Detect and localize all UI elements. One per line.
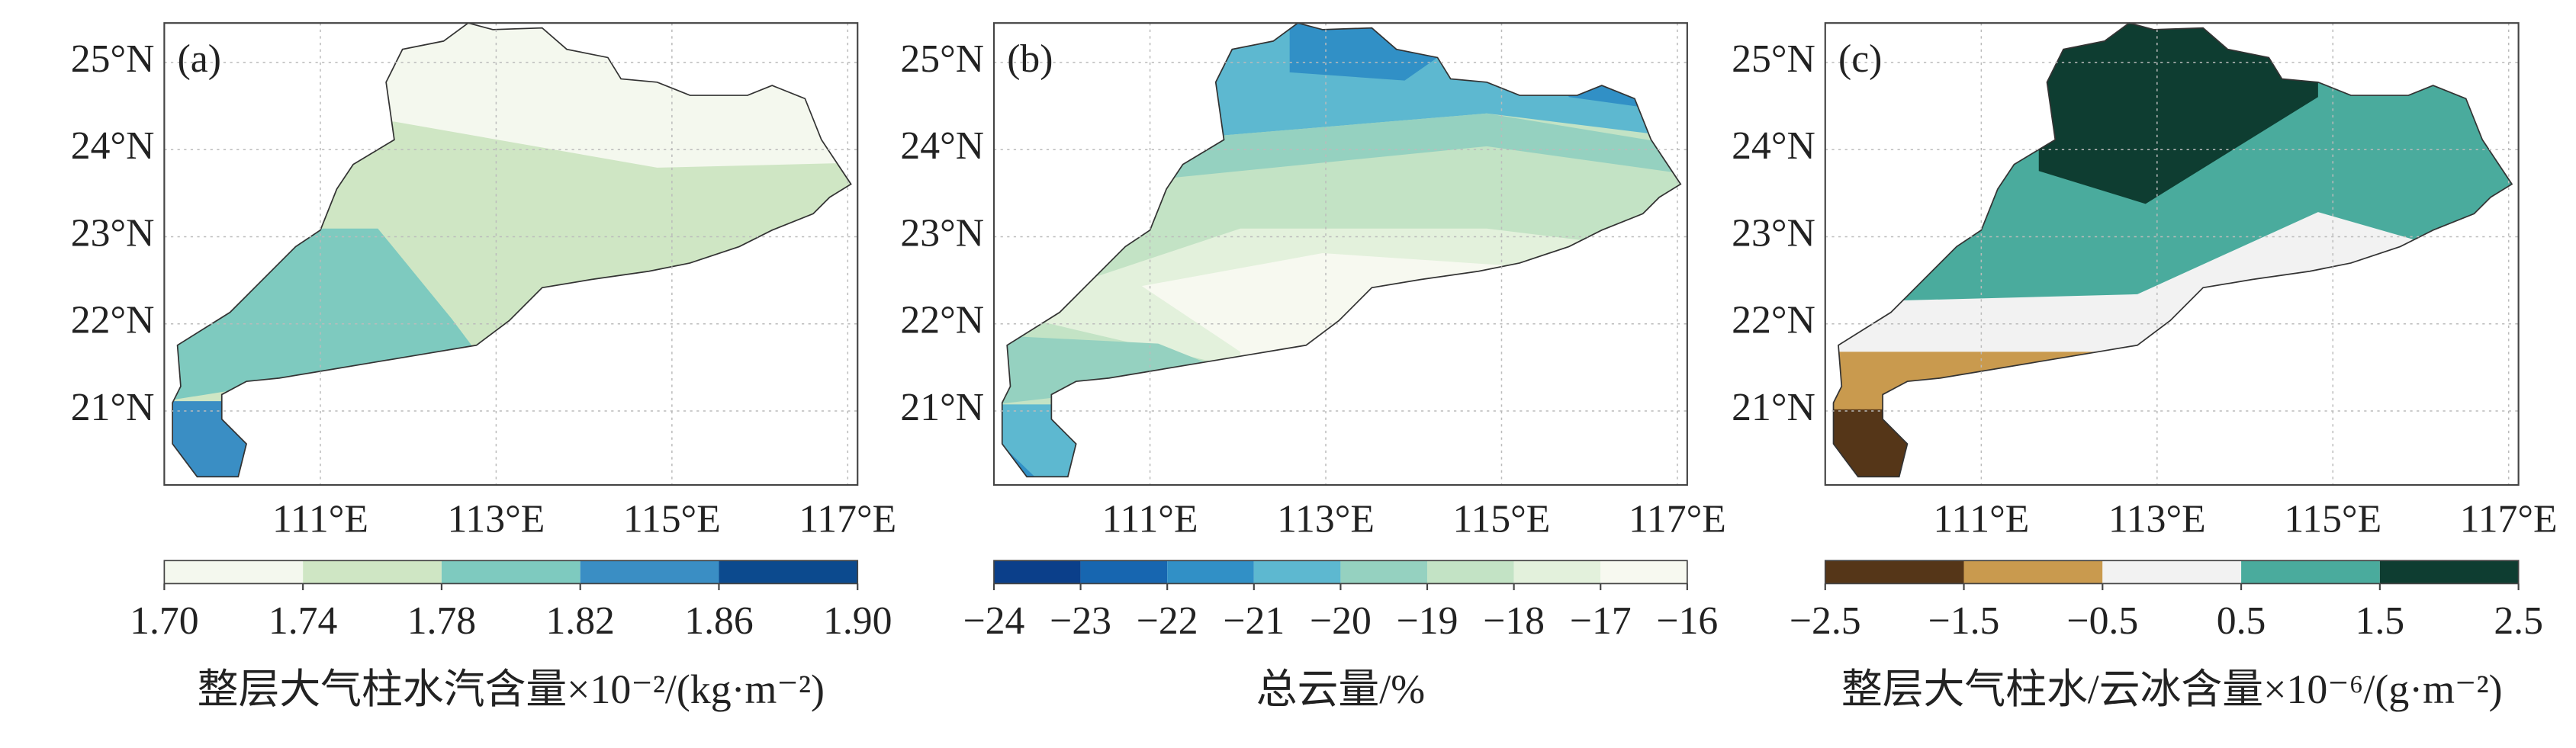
- map-band: [1002, 335, 1241, 405]
- panel-label: (b): [1007, 37, 1053, 81]
- lat-tick-label: 22°N: [900, 299, 984, 342]
- lat-tick-label: 23°N: [71, 211, 155, 255]
- lat-tick-label: 25°N: [71, 37, 155, 81]
- colorbar-segment: [303, 560, 442, 584]
- colorbar-segment: [1340, 560, 1428, 584]
- colorbar-tick-label: −2.5: [1790, 599, 1861, 643]
- colorbar-tick-label: −18: [1483, 599, 1545, 643]
- colorbar-tick-label: −16: [1656, 599, 1718, 643]
- map-panel: 25°N 24°N 23°N 22°N 21°N 111°E 113°E 115°E 117°E…: [1732, 22, 2558, 541]
- colorbar-segment: [1963, 560, 2103, 584]
- lon-tick-label: 115°E: [2284, 497, 2381, 541]
- lon-tick-label: 113°E: [447, 497, 545, 541]
- province-outline: [172, 22, 852, 478]
- lat-tick-label: 24°N: [900, 124, 984, 168]
- lat-tick-label: 21°N: [1732, 386, 1815, 429]
- colorbar-tick-label: 0.5: [2217, 599, 2266, 643]
- colorbar-segment: [719, 560, 858, 584]
- colorbar-label: 总云量/%: [1256, 666, 1425, 712]
- colorbar-tick-label: −1.5: [1928, 599, 2000, 643]
- lon-tick-label: 113°E: [2108, 497, 2206, 541]
- colorbar-label: 整层大气柱水/云冰含量×10⁻⁶/(g·m⁻²): [1841, 666, 2503, 712]
- colorbar-tick-label: 1.82: [545, 599, 614, 643]
- colorbar-segment: [164, 560, 304, 584]
- lat-tick-label: 24°N: [1732, 124, 1815, 168]
- province-outline: [1832, 22, 2513, 478]
- colorbar-segment: [1080, 560, 1168, 584]
- colorbar-frame: [1824, 560, 2520, 585]
- map-band: [1141, 253, 1681, 477]
- colorbar-tick-label: 1.86: [684, 599, 753, 643]
- panel-label: (c): [1838, 37, 1882, 81]
- colorbar-label: 整层大气柱水汽含量×10⁻²/(kg·m⁻²): [198, 666, 825, 712]
- colorbar-tick-label: 1.74: [269, 599, 338, 643]
- map-band: [1002, 404, 1093, 477]
- province-outline: [1001, 22, 1682, 478]
- colorbar-segment: [1513, 560, 1601, 584]
- map-panel: 25°N 24°N 23°N 22°N 21°N 111°E 113°E 115°E 117°E…: [71, 22, 896, 541]
- colorbar-segment: [2379, 560, 2519, 584]
- lon-tick-label: 111°E: [1102, 497, 1198, 541]
- colorbar-tick-label: −21: [1223, 599, 1285, 643]
- map-band: [1833, 409, 1924, 477]
- panel-label: (a): [178, 37, 221, 81]
- colorbar-tick-label: 1.90: [823, 599, 892, 643]
- map-band: [2038, 23, 2318, 204]
- colorbar-segment: [1600, 560, 1687, 584]
- panel-frame: [1824, 22, 2520, 486]
- colorbar-tick-label: −23: [1050, 599, 1111, 643]
- panel-frame: [992, 22, 1688, 486]
- lon-tick-label: 115°E: [1453, 497, 1551, 541]
- lon-tick-label: 111°E: [272, 497, 368, 541]
- colorbar-tick-label: 1.78: [407, 599, 476, 643]
- colorbar-tick-label: −20: [1310, 599, 1372, 643]
- colorbar-segment: [441, 560, 580, 584]
- colorbar-tick-label: −19: [1397, 599, 1458, 643]
- lon-tick-label: 113°E: [1277, 497, 1375, 541]
- lon-tick-label: 117°E: [1629, 497, 1726, 541]
- colorbar-tick-label: 2.5: [2494, 599, 2543, 643]
- lat-tick-label: 22°N: [71, 299, 155, 342]
- colorbar-tick-label: −24: [963, 599, 1025, 643]
- map-band: [1289, 23, 1487, 81]
- colorbar-segment: [1167, 560, 1254, 584]
- colorbar-tick-label: −22: [1137, 599, 1198, 643]
- map-panel: 25°N 24°N 23°N 22°N 21°N 111°E 113°E 115°E 117°E…: [900, 22, 1726, 541]
- lat-tick-label: 24°N: [71, 124, 155, 168]
- colorbar-segment: [993, 560, 1081, 584]
- colorbar-tick-label: 1.5: [2356, 599, 2405, 643]
- lat-tick-label: 25°N: [900, 37, 984, 81]
- colorbar-tick-label: 1.70: [130, 599, 198, 643]
- map-band: [172, 401, 263, 477]
- colorbar-segment: [580, 560, 719, 584]
- colorbar-tick-label: −17: [1570, 599, 1632, 643]
- lon-tick-label: 117°E: [799, 497, 896, 541]
- colorbar-segment: [1427, 560, 1514, 584]
- colorbar-tick-label: −0.5: [2066, 599, 2138, 643]
- lat-tick-label: 23°N: [1732, 211, 1815, 255]
- lat-tick-label: 23°N: [900, 211, 984, 255]
- colorbar-frame: [163, 560, 859, 585]
- panel-frame: [163, 22, 859, 486]
- colorbar-segment: [2241, 560, 2380, 584]
- colorbar-segment: [1825, 560, 1964, 584]
- lat-tick-label: 21°N: [71, 386, 155, 429]
- colorbar-segment: [2102, 560, 2242, 584]
- lat-tick-label: 22°N: [1732, 299, 1815, 342]
- lon-tick-label: 111°E: [1933, 497, 2029, 541]
- lon-tick-label: 115°E: [623, 497, 721, 541]
- lon-tick-label: 117°E: [2460, 497, 2558, 541]
- lat-tick-label: 21°N: [900, 386, 984, 429]
- lat-tick-label: 25°N: [1732, 37, 1815, 81]
- colorbar-segment: [1253, 560, 1341, 584]
